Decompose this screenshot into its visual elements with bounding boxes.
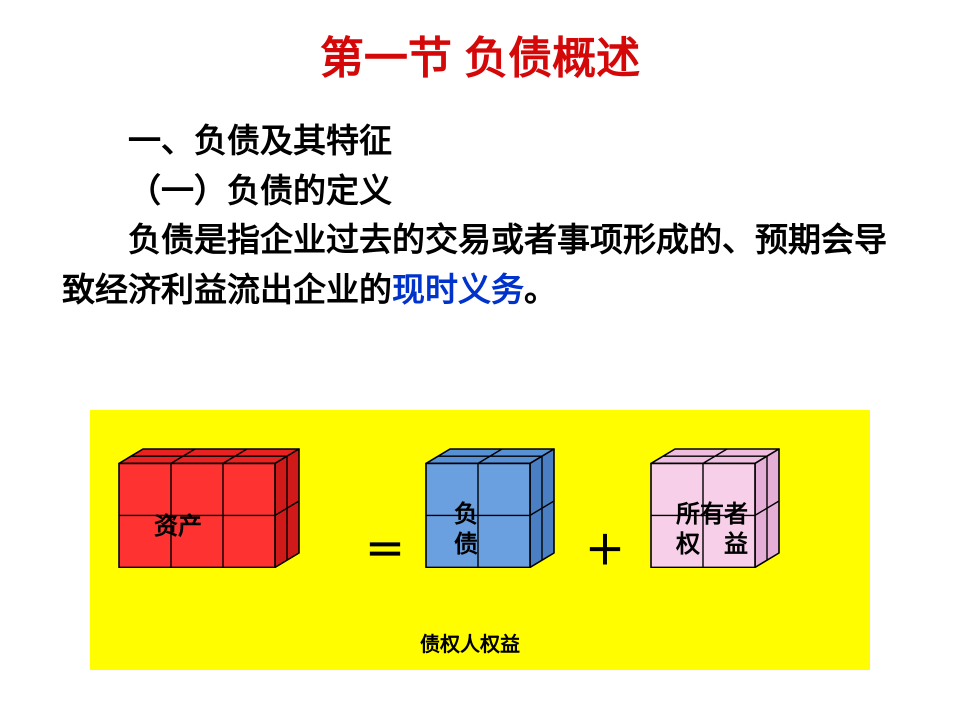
page-title: 第一节 负债概述	[0, 0, 960, 86]
label-equity: 所有者 权 益	[676, 500, 748, 560]
equals-sign: ＝	[365, 518, 405, 576]
cube-liabilities	[425, 448, 555, 573]
label-liabilities: 负 债	[454, 500, 478, 560]
subheading-text: （一）负债的定义	[128, 172, 392, 209]
subsection-heading: （一）负债的定义	[62, 166, 898, 216]
equation-diagram: 资产 ＝ 负 债 ＋ 所有者 权 益 债权人权益	[90, 410, 870, 670]
label-equity-line1: 所有者	[676, 501, 748, 528]
definition-accent: 现时义务	[392, 271, 524, 308]
label-liabilities-line1: 负	[454, 501, 478, 528]
plus-sign: ＋	[585, 518, 625, 576]
diagram-caption: 债权人权益	[420, 628, 520, 657]
cube-assets	[118, 448, 300, 573]
label-liabilities-line2: 债	[454, 531, 478, 558]
definition-tail: 。	[524, 271, 557, 308]
diagram-row: 资产 ＝ 负 债 ＋ 所有者 权 益	[90, 428, 870, 628]
label-equity-line2: 权 益	[676, 531, 748, 558]
label-assets: 资产	[154, 512, 202, 542]
section-heading: 一、负债及其特征	[62, 116, 898, 166]
body-text: 一、负债及其特征 （一）负债的定义 负债是指企业过去的交易或者事项形成的、预期会…	[0, 86, 960, 314]
definition-paragraph: 负债是指企业过去的交易或者事项形成的、预期会导致经济利益流出企业的现时义务。	[62, 215, 898, 314]
heading-text: 一、负债及其特征	[128, 122, 392, 159]
